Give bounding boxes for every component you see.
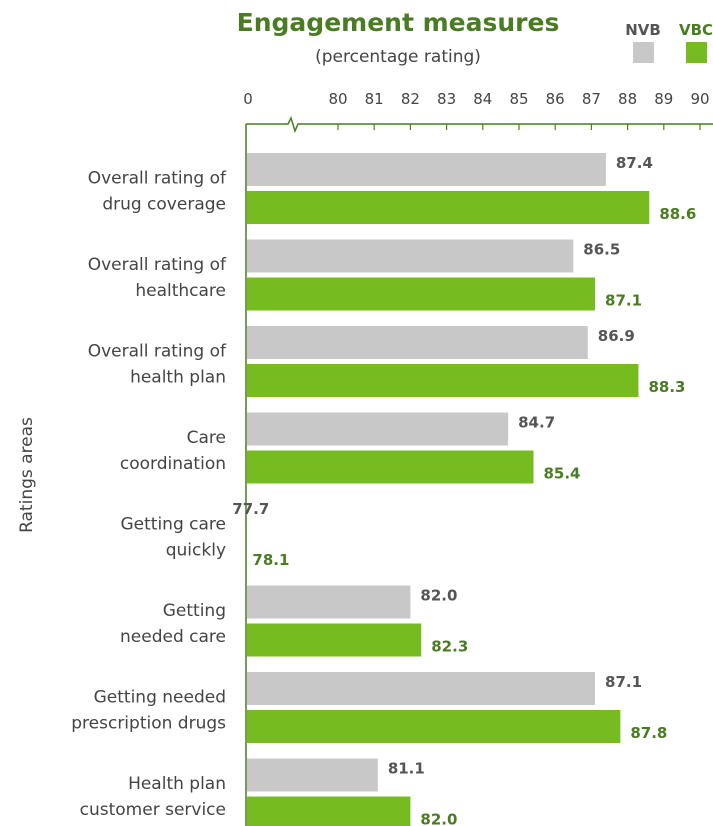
category-label: Getting needed <box>94 688 226 708</box>
bars <box>247 153 650 826</box>
value-label-nvb: 86.9 <box>598 327 635 345</box>
category-label: Getting care <box>121 515 227 535</box>
legend-swatch-nvb <box>633 42 654 63</box>
x-axis-ticks: 0 80 81 82 83 84 85 86 87 88 89 90 <box>243 90 710 130</box>
bar-vbc <box>247 796 411 826</box>
bar-nvb <box>247 672 596 705</box>
value-label-nvb: 81.1 <box>388 760 425 778</box>
legend: NVB VBC <box>625 21 713 63</box>
category-label: Overall rating of <box>88 255 227 275</box>
category-label: customer service <box>80 800 226 820</box>
value-label-vbc: 87.8 <box>630 724 667 742</box>
bar-vbc <box>247 364 639 397</box>
category-label: Health plan <box>128 774 226 794</box>
category-label: coordination <box>120 454 226 474</box>
x-axis-line <box>246 115 713 134</box>
value-label-nvb: 84.7 <box>518 414 555 432</box>
bar-nvb <box>247 412 509 446</box>
category-label: prescription drugs <box>71 714 226 734</box>
bar-vbc <box>247 710 621 743</box>
x-tick-label: 89 <box>654 90 673 108</box>
bar-nvb <box>247 153 606 186</box>
legend-swatch-vbc <box>686 42 707 63</box>
value-label-vbc: 82.3 <box>431 638 468 656</box>
x-tick-label: 0 <box>243 90 253 108</box>
category-label: healthcare <box>135 281 226 301</box>
value-label-nvb: 86.5 <box>583 241 620 259</box>
value-label-vbc: 87.1 <box>605 292 642 310</box>
legend-label-vbc: VBC <box>679 21 713 39</box>
x-tick-label: 85 <box>509 90 528 108</box>
x-tick-label: 86 <box>546 90 565 108</box>
value-label-nvb: 82.0 <box>420 587 457 605</box>
x-tick-label: 80 <box>328 90 347 108</box>
legend-label-nvb: NVB <box>625 21 661 39</box>
value-label-vbc: 82.0 <box>420 811 457 826</box>
value-label-vbc: 78.1 <box>252 551 289 569</box>
bar-nvb <box>247 758 378 792</box>
value-label-vbc: 88.3 <box>648 378 685 396</box>
x-tick-label: 90 <box>690 90 709 108</box>
bar-nvb <box>247 239 574 273</box>
bar-vbc <box>247 191 650 224</box>
bar-nvb <box>247 326 588 359</box>
category-labels: Overall rating of drug coverage Overall ra… <box>71 169 227 821</box>
x-tick-label: 88 <box>618 90 637 108</box>
x-tick-label: 84 <box>473 90 492 108</box>
category-label: quickly <box>166 541 226 561</box>
category-label: Overall rating of <box>88 342 227 362</box>
category-label: Getting <box>163 601 226 621</box>
x-tick-label: 81 <box>365 90 384 108</box>
bar-vbc <box>247 450 534 484</box>
value-label-nvb: 77.7 <box>232 500 269 518</box>
category-label: Care <box>187 428 226 448</box>
bar-vbc <box>247 623 422 657</box>
category-label: Overall rating of <box>88 169 227 189</box>
chart-subtitle: (percentage rating) <box>315 47 481 67</box>
bar-vbc <box>247 277 596 311</box>
value-labels: 87.4 88.6 86.5 87.1 86.9 88.3 84.7 85.4 77.7 78.1… <box>232 154 696 826</box>
category-label: health plan <box>130 368 226 388</box>
bar-nvb <box>247 585 411 619</box>
chart-title: Engagement measures <box>237 8 560 37</box>
axes <box>245 115 713 826</box>
value-label-nvb: 87.1 <box>605 673 642 691</box>
value-label-vbc: 85.4 <box>543 465 580 483</box>
x-tick-label: 87 <box>582 90 601 108</box>
value-label-vbc: 88.6 <box>659 205 696 223</box>
category-label: drug coverage <box>102 195 226 215</box>
category-label: needed care <box>120 627 226 647</box>
x-tick-label: 82 <box>401 90 420 108</box>
value-label-nvb: 87.4 <box>616 154 653 172</box>
x-tick-label: 83 <box>437 90 456 108</box>
y-axis-label: Ratings areas <box>17 417 37 533</box>
